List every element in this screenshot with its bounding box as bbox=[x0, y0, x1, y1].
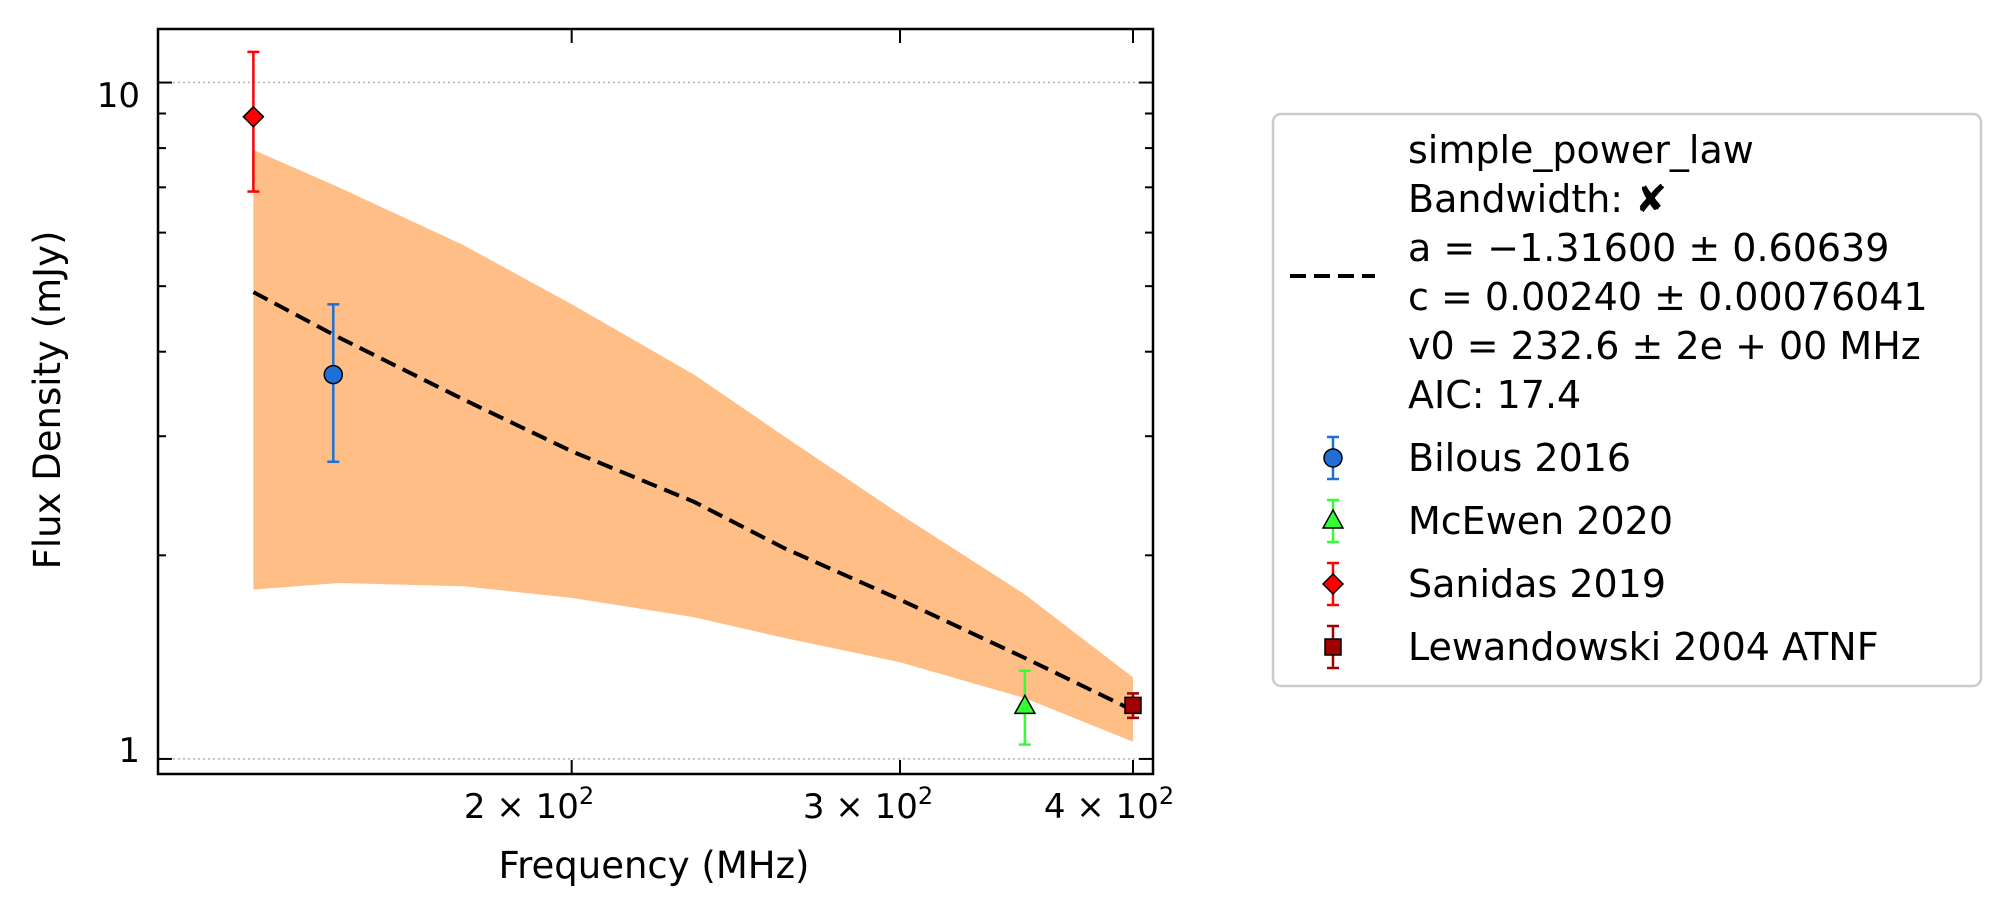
point-marker bbox=[1124, 696, 1142, 715]
x-axis-label: Frequency (MHz) bbox=[499, 844, 810, 887]
point-marker bbox=[323, 364, 344, 385]
x-tick-label: 3 × 102 bbox=[803, 782, 933, 827]
fit-line bbox=[252, 290, 1134, 713]
legend-marker-bilous bbox=[1323, 435, 1343, 481]
legend-marker-sanidas bbox=[1321, 561, 1345, 607]
data-points bbox=[242, 50, 1142, 746]
legend-label-mcewen: McEwen 2020 bbox=[1408, 499, 1673, 543]
x-tick-label: 4 × 102 bbox=[1044, 782, 1174, 827]
data-point bbox=[1124, 692, 1142, 720]
data-point bbox=[242, 50, 265, 193]
point-marker bbox=[242, 105, 265, 128]
y-gridlines bbox=[158, 81, 1153, 760]
legend-fit-line: AIC: 17.4 bbox=[1408, 373, 1581, 417]
y-tick-label: 10 bbox=[97, 76, 140, 116]
legend-marker-mcewen bbox=[1321, 498, 1345, 544]
legend-fit-line: c = 0.00240 ± 0.00076041 bbox=[1408, 275, 1928, 319]
legend-fit-line: a = −1.31600 ± 0.60639 bbox=[1408, 226, 1889, 270]
legend-marker-lewandowski bbox=[1324, 624, 1342, 670]
legend-label-bilous: Bilous 2016 bbox=[1408, 436, 1631, 480]
y-axis-label: Flux Density (mJy) bbox=[26, 231, 69, 570]
fit-uncertainty-band bbox=[253, 149, 1133, 742]
legend-label-lewandowski: Lewandowski 2004 ATNF bbox=[1408, 625, 1879, 669]
y-tick-label: 1 bbox=[118, 731, 140, 771]
data-point bbox=[1013, 669, 1037, 746]
point-marker bbox=[1013, 693, 1037, 715]
legend: simple_power_law Bandwidth: ✘ a = −1.316… bbox=[1271, 112, 1983, 688]
data-point bbox=[323, 303, 344, 464]
legend-box bbox=[1271, 112, 1983, 688]
plot-frame bbox=[156, 27, 1155, 776]
legend-fit-line: v0 = 232.6 ± 2e + 00 MHz bbox=[1408, 324, 1921, 368]
legend-fit-line: simple_power_law bbox=[1408, 128, 1754, 172]
legend-fit-line: Bandwidth: ✘ bbox=[1408, 177, 1667, 221]
legend-label-sanidas: Sanidas 2019 bbox=[1408, 562, 1666, 606]
x-tick-label: 2 × 102 bbox=[464, 782, 594, 827]
legend-fit-text: simple_power_law Bandwidth: ✘ a = −1.316… bbox=[1408, 128, 1940, 417]
axis-ticks bbox=[158, 29, 1153, 774]
